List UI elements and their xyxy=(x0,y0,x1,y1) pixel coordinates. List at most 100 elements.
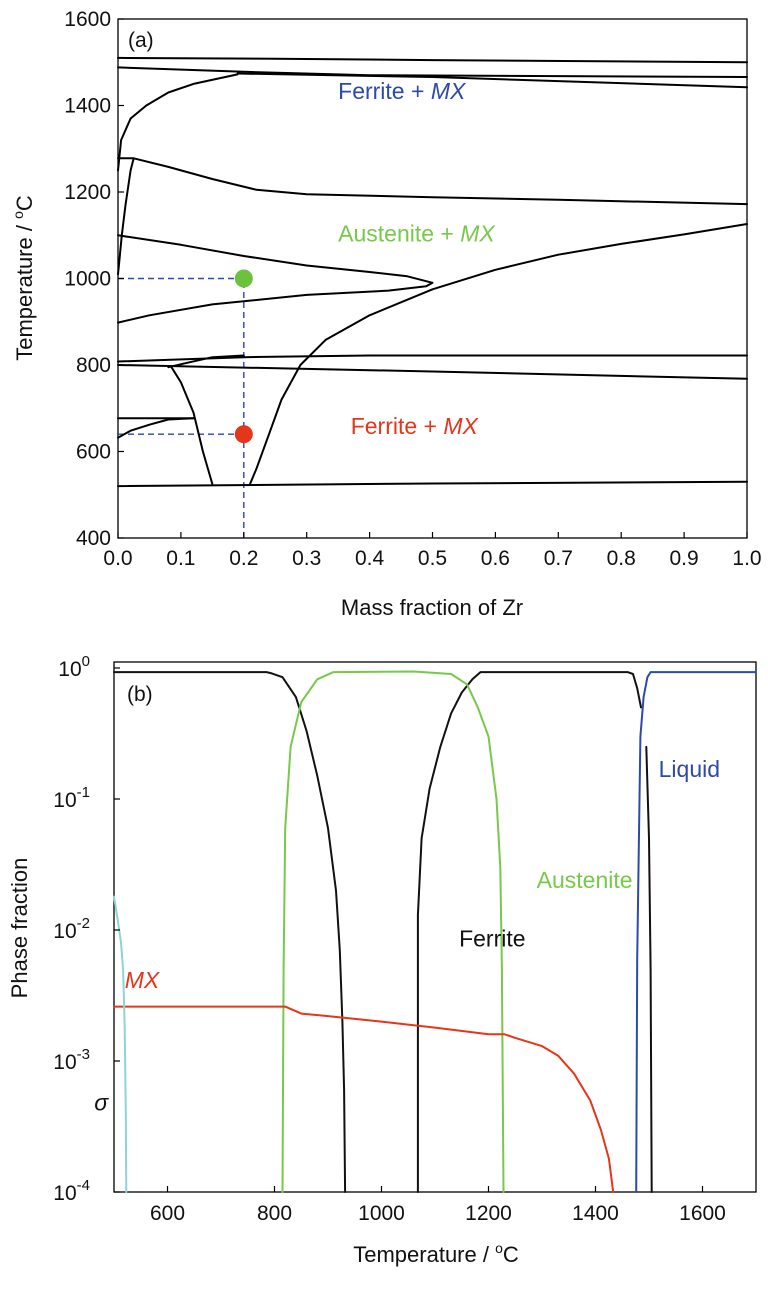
panel-b-x-axis-title-degree: o xyxy=(495,1240,503,1256)
phase-region-label-2: Ferrite + MX xyxy=(351,413,480,439)
panel-a-y-axis-title-unit: C xyxy=(12,195,37,211)
x-tick-label: 800 xyxy=(257,1202,292,1225)
series-ferrite-line-1 xyxy=(416,671,642,1193)
series-mx-line-0 xyxy=(113,1005,615,1193)
composition-marker-1 xyxy=(234,425,253,444)
y-tick-label: 10-4 xyxy=(53,1177,90,1205)
y-tick-label: 600 xyxy=(76,441,111,464)
phase-boundary-1 xyxy=(117,66,748,78)
panel-b-plot-frame xyxy=(113,661,757,1193)
series-liquid-line-0 xyxy=(635,671,757,1193)
panel-b-x-axis-title-unit: C xyxy=(503,1242,519,1267)
phase-boundary-9 xyxy=(117,364,748,380)
series-austenite-line-0 xyxy=(281,670,505,1193)
y-tick-label: 1400 xyxy=(64,95,111,118)
phase-boundary-3 xyxy=(117,73,239,172)
y-tick-label: 100 xyxy=(58,653,90,681)
series-ferrite-line-0 xyxy=(113,671,347,1193)
phase-region-label-1: Austenite + MX xyxy=(338,221,496,247)
y-tick-base: 10 xyxy=(53,789,76,812)
phase-region-label-mx: MX xyxy=(431,78,467,104)
panel-a-y-axis-title: Temperature / oC xyxy=(10,195,37,361)
panel-b-x-axis-title-main: Temperature / xyxy=(353,1242,495,1267)
series-sigma-line-0 xyxy=(113,895,128,1193)
phase-region-label-0: Ferrite + MX xyxy=(338,78,467,104)
y-tick-label: 10-2 xyxy=(53,915,90,943)
x-tick-label: 0.2 xyxy=(229,547,258,570)
x-tick-label: 1.0 xyxy=(732,547,761,570)
series-label-sigma: σ xyxy=(94,1089,109,1115)
panel-a-markers xyxy=(234,269,253,444)
panel-a: 0.0 0.1 0.2 0.3 0.4 0.5 0.6 0.7 0.8 0.9 1.0 400 600… xyxy=(10,8,762,620)
panel-a-y-ticks: 400 600 800 1000 1200 1400 1600 xyxy=(64,8,124,550)
x-tick-label: 600 xyxy=(150,1202,185,1225)
x-tick-label: 0.0 xyxy=(103,547,132,570)
x-tick-label: 0.4 xyxy=(355,547,385,570)
panel-b-x-ticks: 600 800 1000 1200 1400 1600 xyxy=(150,1186,726,1225)
y-tick-exponent: -3 xyxy=(77,1046,90,1063)
phase-boundary-7 xyxy=(249,223,748,485)
phase-region-label-text: Ferrite + xyxy=(351,413,444,439)
x-tick-label: 0.1 xyxy=(166,547,195,570)
panel-b: 600 800 1000 1200 1400 1600 10010-110-210-310… xyxy=(7,653,757,1267)
y-tick-base: 10 xyxy=(53,920,76,943)
x-tick-label: 0.6 xyxy=(481,547,510,570)
x-tick-label: 1000 xyxy=(358,1202,405,1225)
x-tick-label: 0.5 xyxy=(418,547,447,570)
y-tick-label: 1000 xyxy=(64,268,111,291)
y-tick-label: 1200 xyxy=(64,181,111,204)
phase-boundary-13 xyxy=(170,366,214,485)
series-label-ferrite: Ferrite xyxy=(459,925,525,951)
y-tick-base: 10 xyxy=(58,658,81,681)
x-tick-label: 1400 xyxy=(572,1202,619,1225)
panel-b-label: (b) xyxy=(127,683,153,706)
panel-a-y-axis-title-degree: o xyxy=(10,211,26,219)
panel-b-series-labels: Ferrite Austenite Liquid MX σ xyxy=(94,756,720,1115)
phase-boundary-10 xyxy=(167,354,245,369)
series-label-austenite: Austenite xyxy=(537,867,633,893)
panel-b-x-axis-title: Temperature / oC xyxy=(353,1240,519,1267)
y-tick-base: 10 xyxy=(53,1051,76,1074)
x-tick-label: 0.8 xyxy=(607,547,636,570)
series-label-liquid: Liquid xyxy=(659,756,720,782)
phase-boundary-8 xyxy=(117,354,748,363)
x-tick-label: 0.7 xyxy=(544,547,573,570)
y-tick-exponent: -2 xyxy=(77,915,90,932)
phase-boundary-5 xyxy=(117,157,135,276)
series-ferrite-line-2 xyxy=(645,745,653,1193)
y-tick-exponent: 0 xyxy=(82,653,90,670)
y-tick-label: 10-1 xyxy=(53,784,90,812)
y-tick-base: 10 xyxy=(53,1182,76,1205)
panel-b-y-axis-title: Phase fraction xyxy=(7,858,32,999)
y-tick-exponent: -4 xyxy=(77,1177,90,1194)
phase-boundary-14 xyxy=(117,480,748,488)
phase-region-label-mx: MX xyxy=(443,413,479,439)
y-tick-exponent: -1 xyxy=(77,784,90,801)
phase-region-label-text: Austenite + xyxy=(338,221,460,247)
phase-boundary-0 xyxy=(117,56,748,64)
series-label-mx: MX xyxy=(125,967,161,993)
panel-a-label: (a) xyxy=(128,29,154,52)
y-tick-label: 10-3 xyxy=(53,1046,90,1074)
phase-boundary-2 xyxy=(236,72,748,89)
x-tick-label: 0.9 xyxy=(669,547,698,570)
phase-region-label-text: Ferrite + xyxy=(338,78,431,104)
panel-a-x-ticks: 0.0 0.1 0.2 0.3 0.4 0.5 0.6 0.7 0.8 0.9 1.0 xyxy=(103,532,762,570)
panel-b-series xyxy=(113,670,757,1193)
y-tick-label: 400 xyxy=(76,527,111,550)
x-tick-label: 1600 xyxy=(679,1202,726,1225)
composition-marker-0 xyxy=(234,269,253,288)
phase-boundary-4 xyxy=(117,157,748,206)
y-tick-label: 1600 xyxy=(64,8,111,31)
x-tick-label: 1200 xyxy=(465,1202,512,1225)
panel-a-x-axis-title: Mass fraction of Zr xyxy=(341,595,523,620)
panel-a-guides xyxy=(118,277,245,538)
panel-a-y-axis-title-main: Temperature / xyxy=(12,219,37,361)
phase-boundary-6 xyxy=(117,234,434,324)
phase-region-label-mx: MX xyxy=(460,221,496,247)
x-tick-label: 0.3 xyxy=(292,547,321,570)
panel-a-phase-boundaries xyxy=(117,56,748,488)
